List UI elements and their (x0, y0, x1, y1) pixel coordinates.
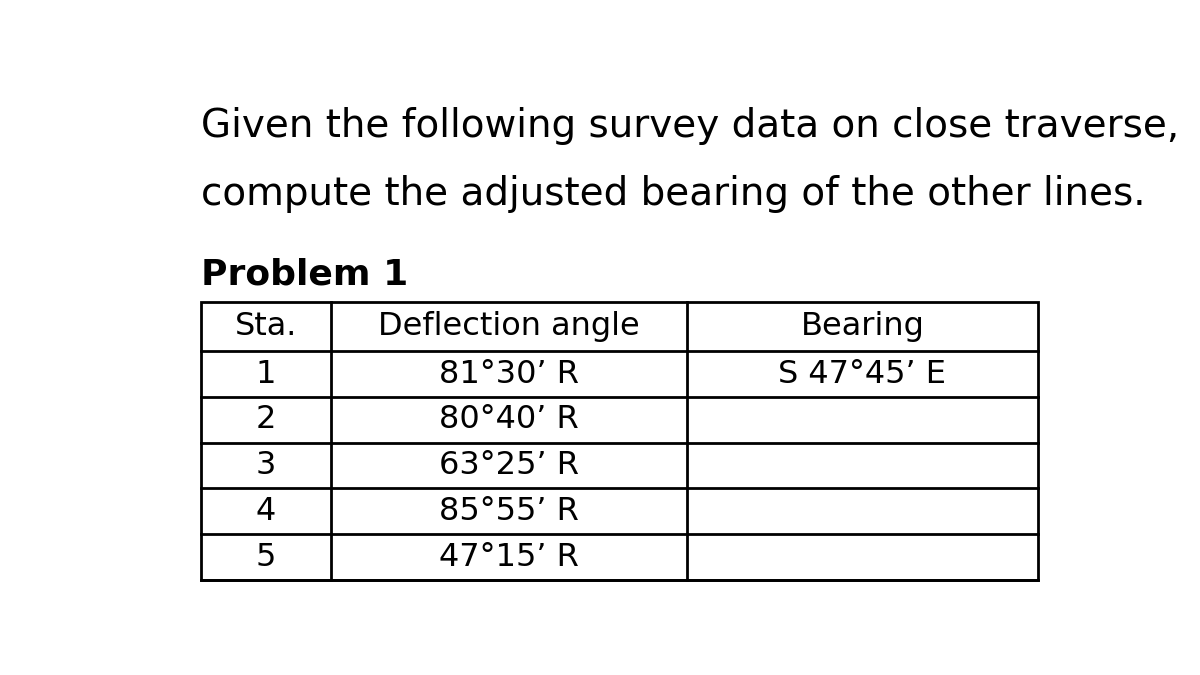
Text: 4: 4 (256, 496, 276, 527)
Text: 63°25’ R: 63°25’ R (439, 450, 578, 481)
Bar (202, 302, 1038, 580)
Text: 3: 3 (256, 450, 276, 481)
Text: Given the following survey data on close traverse,: Given the following survey data on close… (202, 107, 1180, 145)
Text: compute the adjusted bearing of the other lines.: compute the adjusted bearing of the othe… (202, 175, 1146, 213)
Text: 80°40’ R: 80°40’ R (439, 404, 578, 435)
Text: 81°30’ R: 81°30’ R (439, 358, 578, 389)
Text: 85°55’ R: 85°55’ R (439, 496, 578, 527)
Text: Sta.: Sta. (235, 311, 298, 342)
Text: Bearing: Bearing (800, 311, 924, 342)
Text: Deflection angle: Deflection angle (378, 311, 640, 342)
Text: Problem 1: Problem 1 (202, 258, 408, 292)
Text: 47°15’ R: 47°15’ R (439, 541, 578, 572)
Text: 2: 2 (256, 404, 276, 435)
Text: 1: 1 (256, 358, 276, 389)
Text: 5: 5 (256, 541, 276, 572)
Text: S 47°45’ E: S 47°45’ E (779, 358, 947, 389)
